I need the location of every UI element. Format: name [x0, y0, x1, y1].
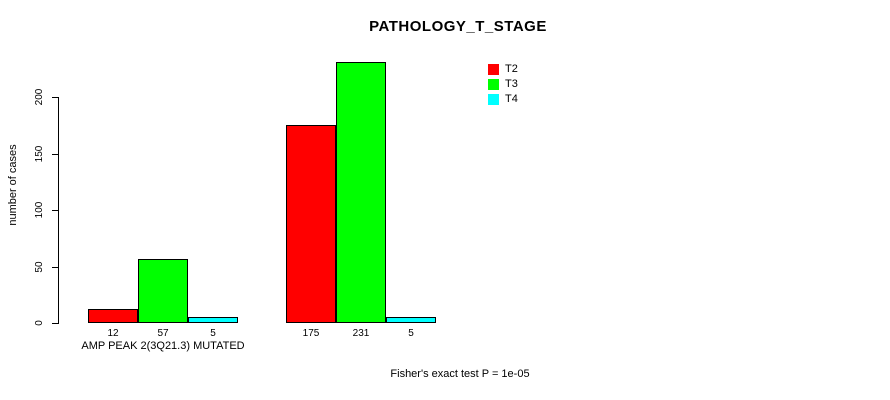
legend-item-t4: T4: [488, 92, 518, 107]
statistical-test-annotation: Fisher's exact test P = 1e-05: [390, 368, 530, 380]
chart-title: PATHOLOGY_T_STAGE: [369, 18, 547, 35]
bar-value-label: 5: [408, 328, 414, 339]
legend-swatch-t3: [488, 79, 499, 90]
bar-t4-group2: [386, 317, 436, 323]
bar-value-label: 5: [210, 328, 216, 339]
y-axis-line: [58, 97, 59, 324]
legend-swatch-t2: [488, 64, 499, 75]
y-axis-tick-label: 150: [34, 145, 45, 163]
legend-label: T4: [505, 93, 518, 105]
y-axis-title: number of cases: [7, 144, 19, 226]
y-axis-tick-label: 50: [34, 261, 45, 273]
y-axis-tick: [52, 97, 58, 98]
bar-t2-group1: [88, 309, 138, 323]
bar-t3-group2: [336, 62, 386, 323]
legend-label: T2: [505, 63, 518, 75]
bar-t3-group1: [138, 259, 188, 323]
legend-item-t3: T3: [488, 77, 518, 92]
y-axis-tick: [52, 210, 58, 211]
legend-swatch-t4: [488, 94, 499, 105]
legend-item-t2: T2: [488, 62, 518, 77]
y-axis-tick: [52, 154, 58, 155]
bar-t2-group2: [286, 125, 336, 323]
y-axis-tick: [52, 323, 58, 324]
bar-value-label: 231: [352, 328, 370, 339]
y-axis-tick: [52, 267, 58, 268]
bar-t4-group1: [188, 317, 238, 323]
legend-label: T3: [505, 78, 518, 90]
y-axis-tick-label: 200: [34, 88, 45, 106]
bar-value-label: 175: [302, 328, 320, 339]
bar-value-label: 57: [157, 328, 169, 339]
y-axis-tick-label: 100: [34, 201, 45, 219]
category-label: AMP PEAK 2(3Q21.3) MUTATED: [81, 340, 245, 352]
bar-value-label: 12: [107, 328, 119, 339]
y-axis-tick-label: 0: [34, 320, 45, 326]
